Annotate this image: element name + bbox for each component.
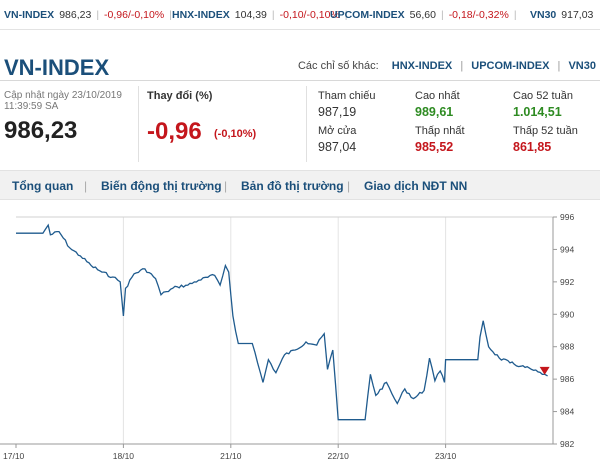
ticker-name: VN30 [530, 9, 557, 21]
y-axis-labels: 982 984 986 988 990 992 994 996 [560, 212, 574, 449]
ticker-change: -0,18/-0,32% [448, 9, 509, 21]
stat-label: Cao nhất [415, 90, 460, 102]
current-price: 986,23 [4, 117, 78, 144]
x-tick-label: 23/10 [435, 451, 457, 461]
link-hnx-index[interactable]: HNX-INDEX [391, 60, 453, 72]
tab-market-movement[interactable]: Biến động thị trường [101, 179, 222, 193]
y-tick-label: 986 [560, 374, 574, 384]
header-divider [0, 80, 600, 81]
ticker-item-hnxindex[interactable]: HNX-INDEX 104,39 | -0,10/-0,10% | [172, 9, 348, 21]
stat-52w-high: Cao 52 tuần 1.014,51 [513, 90, 573, 119]
divider [138, 86, 139, 162]
ticker-item-upcomindex[interactable]: UPCOM-INDEX 56,60 | -0,18/-0,32% | [330, 9, 517, 21]
stat-label: Cao 52 tuần [513, 90, 573, 102]
index-ticker: VN-INDEX 986,23 | -0,96/-0,10% | HNX-INDEX 10… [0, 0, 600, 30]
ticker-value: 56,60 [409, 9, 436, 21]
tab-foreign-trading[interactable]: Giao dịch NĐT NN [364, 179, 468, 193]
x-tick-label: 18/10 [113, 451, 135, 461]
stat-high: Cao nhất 989,61 [415, 90, 460, 119]
stat-low: Thấp nhất 985,52 [415, 125, 465, 154]
stat-value: 987,19 [318, 105, 357, 119]
x-tick-label: 22/10 [328, 451, 350, 461]
ticker-name: VN-INDEX [4, 9, 55, 21]
ticker-change: -0,96/-0,10% [104, 9, 165, 21]
other-indices: Các chỉ số khác: HNX-INDEX | UPCOM-INDEX… [297, 60, 596, 72]
y-tick-label: 984 [560, 407, 574, 417]
change-label: Thay đổi (%) [147, 90, 213, 102]
tab-market-map[interactable]: Bản đồ thị trường [241, 179, 344, 193]
stat-value: 987,04 [318, 140, 357, 154]
intraday-chart: 982 984 986 988 990 992 994 996 17/10 18/10 21/10… [0, 212, 574, 461]
stat-label: Thấp nhất [415, 125, 465, 137]
x-axis-labels: 17/10 18/10 21/10 22/10 23/10 [3, 451, 457, 461]
change-percent: (-0,10%) [214, 128, 257, 140]
stat-value: 989,61 [415, 105, 454, 119]
stat-value: 1.014,51 [513, 105, 562, 119]
stat-value: 985,52 [415, 140, 454, 154]
y-tick-label: 996 [560, 212, 574, 222]
y-tick-label: 994 [560, 244, 574, 254]
divider [306, 86, 307, 162]
y-tick-label: 992 [560, 277, 574, 287]
ticker-value: 986,23 [59, 9, 92, 21]
x-tick-label: 17/10 [3, 451, 25, 461]
y-tick-label: 982 [560, 439, 574, 449]
stat-open: Mở cửa 987,04 [318, 125, 356, 154]
tab-bar: Tổng quan | Biến động thị trường | Bản đ… [0, 170, 600, 200]
ticker-name: HNX-INDEX [172, 9, 230, 21]
y-tick-label: 990 [560, 309, 574, 319]
ticker-name: UPCOM-INDEX [330, 9, 405, 21]
ticker-change: -0,10/-0,10% [279, 9, 340, 21]
chart-grid [122, 217, 447, 444]
link-upcom-index[interactable]: UPCOM-INDEX [471, 60, 550, 72]
change-value: -0,96 [147, 118, 202, 145]
updated-timestamp: Cập nhật ngày 23/10/2019 11:39:59 SA [4, 90, 122, 112]
stat-label: Mở cửa [318, 125, 357, 137]
stat-value: 861,85 [513, 140, 552, 154]
page-title: VN-INDEX [4, 55, 110, 80]
ticker-value: 104,39 [234, 9, 267, 21]
stat-label: Thấp 52 tuần [513, 125, 578, 137]
chart-axes [0, 216, 557, 448]
ticker-value: 917,03 [561, 9, 594, 21]
x-tick-label: 21/10 [220, 451, 242, 461]
other-indices-label: Các chỉ số khác: [297, 60, 379, 72]
ticker-item-vn30[interactable]: VN30 917,03 [530, 9, 593, 21]
index-line [16, 223, 548, 421]
stat-label: Tham chiếu [318, 90, 376, 102]
tab-overview[interactable]: Tổng quan [12, 179, 74, 193]
link-vn30[interactable]: VN30 [568, 60, 596, 72]
ticker-item-vnindex[interactable]: VN-INDEX 986,23 | -0,96/-0,10% | [4, 9, 172, 21]
down-arrow-icon [539, 366, 550, 375]
stat-52w-low: Thấp 52 tuần 861,85 [513, 125, 578, 154]
stat-reference: Tham chiếu 987,19 [318, 90, 375, 119]
y-tick-label: 988 [560, 342, 574, 352]
